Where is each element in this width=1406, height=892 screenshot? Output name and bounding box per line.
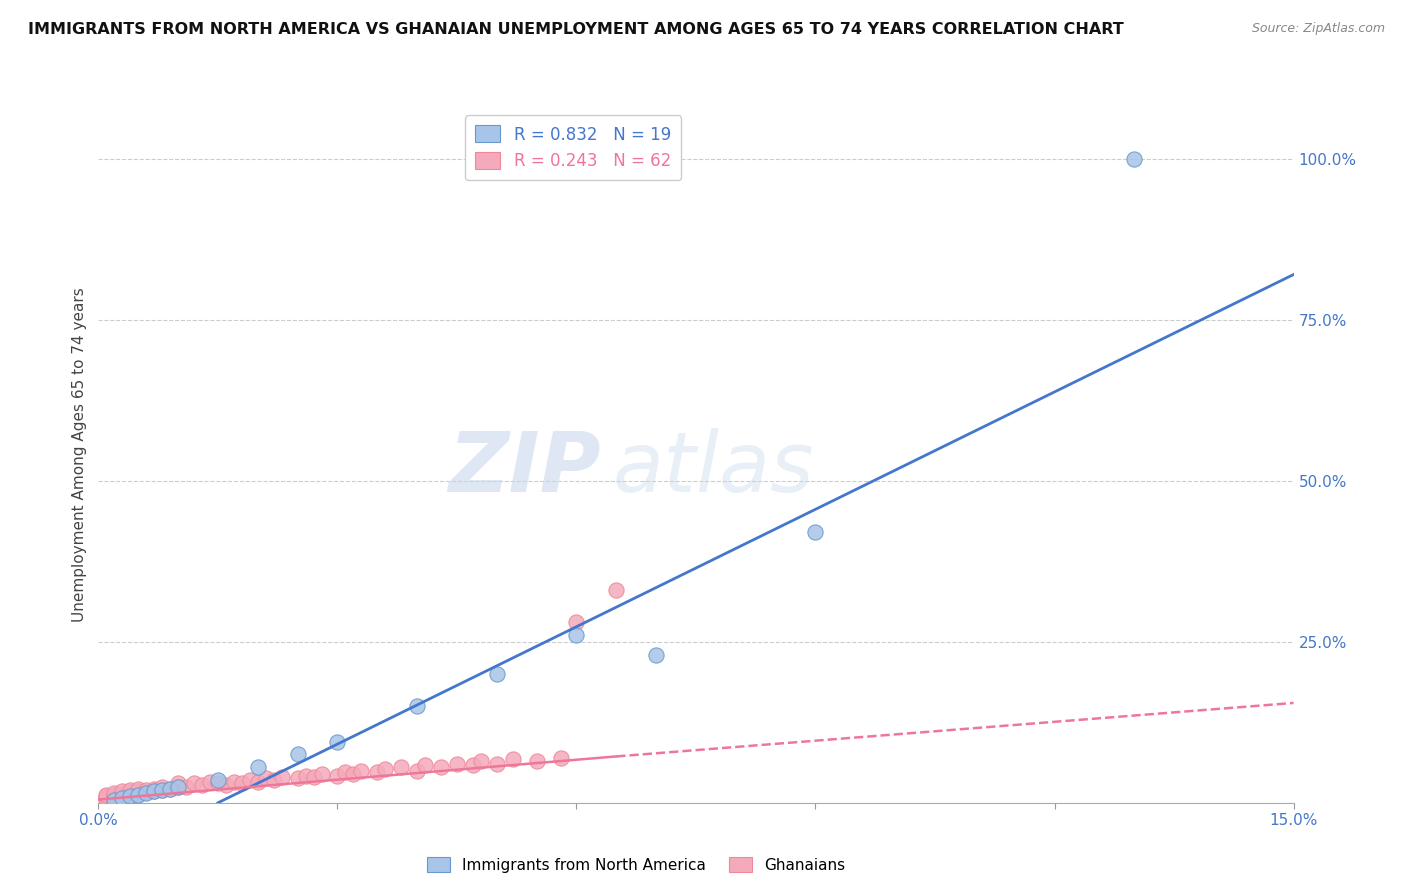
Point xyxy=(413,758,436,772)
Point xyxy=(207,773,229,788)
Point xyxy=(485,757,508,772)
Point xyxy=(135,786,157,800)
Point xyxy=(150,783,173,797)
Point xyxy=(502,752,524,766)
Point xyxy=(287,747,309,762)
Point xyxy=(350,764,373,778)
Point xyxy=(127,781,149,796)
Point xyxy=(111,784,134,798)
Point xyxy=(565,628,588,642)
Point xyxy=(406,699,429,714)
Point xyxy=(366,764,388,779)
Point xyxy=(335,764,357,779)
Point xyxy=(120,783,142,797)
Point xyxy=(550,750,572,764)
Point xyxy=(430,760,453,774)
Point xyxy=(446,757,468,772)
Point xyxy=(143,781,166,796)
Point xyxy=(96,792,118,806)
Point xyxy=(605,583,627,598)
Point xyxy=(103,788,125,802)
Point xyxy=(239,773,262,788)
Point xyxy=(565,615,588,630)
Text: Source: ZipAtlas.com: Source: ZipAtlas.com xyxy=(1251,22,1385,36)
Point xyxy=(120,788,142,802)
Point xyxy=(311,766,333,781)
Point xyxy=(270,770,292,784)
Point xyxy=(207,776,229,790)
Point xyxy=(135,785,157,799)
Point xyxy=(143,784,166,798)
Point xyxy=(461,758,484,772)
Point xyxy=(1123,152,1146,166)
Point xyxy=(96,789,118,804)
Point xyxy=(287,772,309,786)
Point xyxy=(470,754,492,768)
Point xyxy=(103,792,125,806)
Point xyxy=(254,772,277,786)
Point xyxy=(374,762,396,776)
Legend: Immigrants from North America, Ghanaians: Immigrants from North America, Ghanaians xyxy=(420,850,852,879)
Point xyxy=(485,667,508,681)
Point xyxy=(294,769,316,783)
Point xyxy=(167,780,190,794)
Point xyxy=(222,775,245,789)
Point xyxy=(150,783,173,797)
Point xyxy=(103,792,125,806)
Point xyxy=(103,790,125,805)
Point xyxy=(127,787,149,801)
Point xyxy=(645,648,668,662)
Point xyxy=(167,776,190,790)
Point xyxy=(120,789,142,804)
Point xyxy=(167,780,190,794)
Point xyxy=(183,776,205,790)
Point xyxy=(326,769,349,783)
Point xyxy=(406,764,429,778)
Point xyxy=(263,773,285,788)
Point xyxy=(191,778,214,792)
Text: IMMIGRANTS FROM NORTH AMERICA VS GHANAIAN UNEMPLOYMENT AMONG AGES 65 TO 74 YEARS: IMMIGRANTS FROM NORTH AMERICA VS GHANAIA… xyxy=(28,22,1123,37)
Point xyxy=(389,760,412,774)
Point xyxy=(215,778,238,792)
Point xyxy=(174,780,197,794)
Point xyxy=(111,787,134,801)
Point xyxy=(159,781,181,796)
Point xyxy=(127,784,149,798)
Point xyxy=(526,754,548,768)
Text: atlas: atlas xyxy=(612,428,814,509)
Point xyxy=(342,766,364,781)
Point xyxy=(246,775,269,789)
Point xyxy=(96,790,118,805)
Point xyxy=(231,776,253,790)
Point xyxy=(120,785,142,799)
Point xyxy=(111,789,134,804)
Point xyxy=(804,525,827,540)
Point xyxy=(159,781,181,796)
Point xyxy=(96,788,118,802)
Point xyxy=(302,770,325,784)
Y-axis label: Unemployment Among Ages 65 to 74 years: Unemployment Among Ages 65 to 74 years xyxy=(72,287,87,623)
Point xyxy=(111,790,134,805)
Point xyxy=(103,786,125,800)
Point xyxy=(150,780,173,794)
Text: ZIP: ZIP xyxy=(447,428,600,509)
Point xyxy=(246,760,269,774)
Point xyxy=(143,784,166,798)
Point xyxy=(127,788,149,802)
Point xyxy=(326,734,349,748)
Point xyxy=(135,783,157,797)
Point xyxy=(198,775,221,789)
